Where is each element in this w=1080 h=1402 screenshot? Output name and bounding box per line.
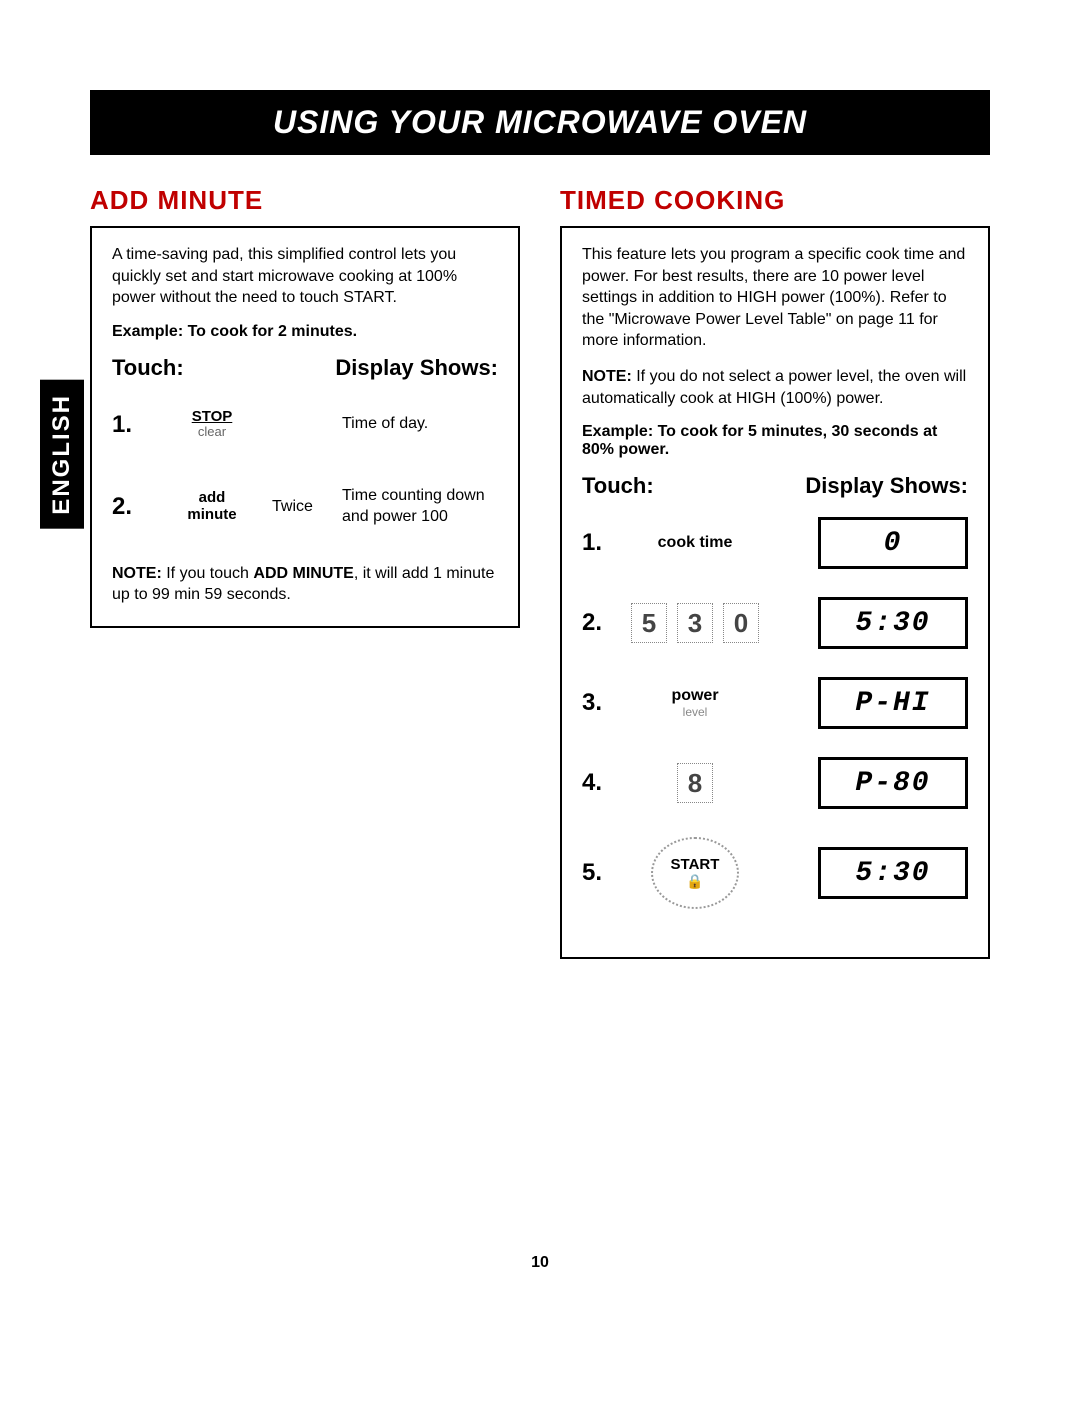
display-readout: 5:30 xyxy=(818,597,968,649)
add-minute-intro: A time-saving pad, this simplified contr… xyxy=(112,244,498,309)
left-step-1: 1. STOP clear Time of day. xyxy=(112,399,498,451)
minute-label: minute xyxy=(187,507,236,524)
timed-cooking-note: NOTE: If you do not select a power level… xyxy=(582,366,968,409)
right-step-3: 3. power level P-HI xyxy=(582,677,968,729)
timed-cooking-intro: This feature lets you program a specific… xyxy=(582,244,968,352)
right-step-2: 2. 5 3 0 5:30 xyxy=(582,597,968,649)
page-title-bar: USING YOUR MICROWAVE OVEN xyxy=(90,90,990,155)
note-body-1: If you touch xyxy=(162,565,254,582)
add-minute-note: NOTE: If you touch ADD MINUTE, it will a… xyxy=(112,563,498,606)
key-0: 0 xyxy=(723,603,759,643)
timed-cooking-example-label: Example: To cook for 5 minutes, 30 secon… xyxy=(582,423,968,459)
add-minute-box: A time-saving pad, this simplified contr… xyxy=(90,226,520,628)
start-button-wrap: START 🔒 xyxy=(620,837,770,909)
key-3: 3 xyxy=(677,603,713,643)
cook-time-label: cook time xyxy=(620,534,770,552)
step-number: 5. xyxy=(582,859,620,887)
left-column: ADD MINUTE A time-saving pad, this simpl… xyxy=(90,185,520,959)
right-column: TIMED COOKING This feature lets you prog… xyxy=(560,185,990,959)
right-table-header: Touch: Display Shows: xyxy=(582,473,968,499)
timed-cooking-box: This feature lets you program a specific… xyxy=(560,226,990,959)
stop-clear-button: STOP clear xyxy=(152,409,272,441)
note-bold: ADD MINUTE xyxy=(253,565,353,582)
right-step-1: 1. cook time 0 xyxy=(582,517,968,569)
step-result: Time counting down and power 100 xyxy=(342,486,498,528)
step-number: 2. xyxy=(582,609,620,637)
keypad-8: 8 xyxy=(620,763,770,803)
add-minute-button: add minute xyxy=(152,490,272,523)
stop-label: STOP xyxy=(192,409,233,426)
start-button: START 🔒 xyxy=(651,837,739,909)
step-number: 3. xyxy=(582,689,620,717)
display-header: Display Shows: xyxy=(805,473,968,499)
add-label: add xyxy=(187,490,236,507)
step-number: 1. xyxy=(582,529,620,557)
display-header: Display Shows: xyxy=(335,355,498,381)
step-number: 4. xyxy=(582,769,620,797)
left-table-header: Touch: Display Shows: xyxy=(112,355,498,381)
key-5: 5 xyxy=(631,603,667,643)
display-readout: P-80 xyxy=(818,757,968,809)
display-readout: 0 xyxy=(818,517,968,569)
touch-header: Touch: xyxy=(582,473,654,499)
keypad-530: 5 3 0 xyxy=(620,603,770,643)
add-minute-heading: ADD MINUTE xyxy=(90,185,520,216)
page: USING YOUR MICROWAVE OVEN ADD MINUTE A t… xyxy=(0,0,1080,959)
step-result: Time of day. xyxy=(342,414,498,435)
step-number: 2. xyxy=(112,493,152,521)
power-label: power xyxy=(620,687,770,705)
step-mid: Twice xyxy=(272,498,342,516)
timed-cooking-heading: TIMED COOKING xyxy=(560,185,990,216)
power-button: power level xyxy=(620,687,770,719)
lock-icon: 🔒 xyxy=(686,873,703,890)
right-step-5: 5. START 🔒 5:30 xyxy=(582,837,968,909)
touch-header: Touch: xyxy=(112,355,184,381)
left-step-2: 2. add minute Twice Time counting down a… xyxy=(112,481,498,533)
add-minute-example-label: Example: To cook for 2 minutes. xyxy=(112,323,498,341)
step-number: 1. xyxy=(112,411,152,439)
clear-label: clear xyxy=(192,425,233,439)
note-body: If you do not select a power level, the … xyxy=(582,368,966,407)
display-readout: 5:30 xyxy=(818,847,968,899)
right-step-4: 4. 8 P-80 xyxy=(582,757,968,809)
page-number: 10 xyxy=(0,1254,1080,1272)
note-prefix: NOTE: xyxy=(582,368,632,385)
note-prefix: NOTE: xyxy=(112,565,162,582)
cook-time-button: cook time xyxy=(620,534,770,552)
start-label: START xyxy=(671,856,720,873)
display-readout: P-HI xyxy=(818,677,968,729)
content-columns: ADD MINUTE A time-saving pad, this simpl… xyxy=(90,185,990,959)
power-sublabel: level xyxy=(620,705,770,719)
key-8: 8 xyxy=(677,763,713,803)
